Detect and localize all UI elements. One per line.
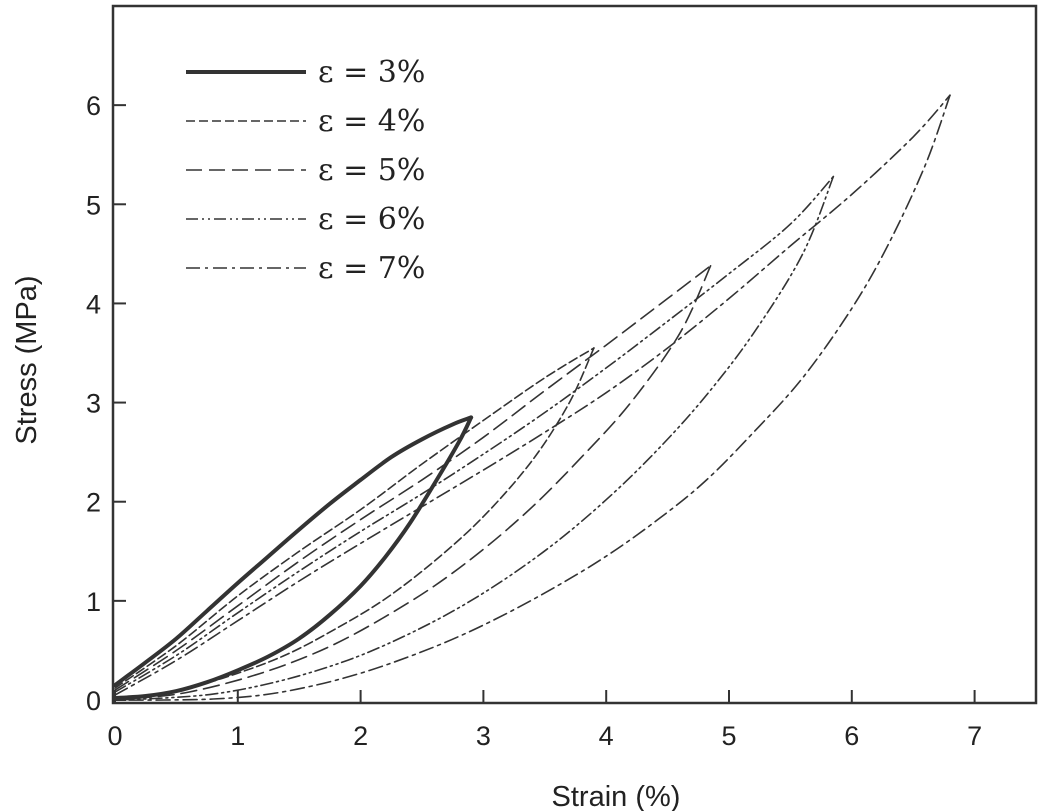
series-5-loading-line <box>115 95 950 695</box>
x-tick-label: 0 <box>107 721 122 751</box>
legend: ε = 3% ε = 4% ε = 5% ε = 6% ε = 7% <box>186 55 425 286</box>
series-3-unloading-line <box>115 266 711 699</box>
x-tick-label: 6 <box>844 721 859 751</box>
series-1 <box>115 417 471 698</box>
series-1-loading-line <box>115 417 471 685</box>
x-tick-label: 4 <box>599 721 614 751</box>
y-tick-label: 5 <box>86 190 101 220</box>
y-tick-label: 0 <box>86 686 101 716</box>
series-4-loading-line <box>115 177 833 693</box>
x-axis-title: Strain (%) <box>552 781 681 811</box>
series-1-unloading-line <box>115 417 471 698</box>
y-tick-label: 2 <box>86 488 101 518</box>
x-tick-label: 3 <box>476 721 491 751</box>
plot-frame <box>113 6 1036 703</box>
y-tick-label: 3 <box>86 389 101 419</box>
x-tick-label: 5 <box>721 721 736 751</box>
legend-label-5: ε = 7% <box>318 251 425 286</box>
y-tick-label: 4 <box>86 289 101 319</box>
y-tick-label: 1 <box>86 587 101 617</box>
curve-layer <box>115 95 950 700</box>
series-2-loading-line <box>115 348 594 688</box>
x-tick-label: 2 <box>353 721 368 751</box>
x-tick-label: 1 <box>230 721 245 751</box>
series-3-loading-line <box>115 266 711 690</box>
legend-label-3: ε = 5% <box>318 153 425 188</box>
legend-label-4: ε = 6% <box>318 202 425 237</box>
y-tick-label: 6 <box>86 91 101 121</box>
y-axis: 0 1 2 3 4 5 6 <box>86 91 126 716</box>
x-tick-label: 7 <box>967 721 982 751</box>
legend-label-2: ε = 4% <box>318 104 425 139</box>
x-axis: 0 1 2 3 4 5 6 7 <box>107 690 982 751</box>
series-3 <box>115 266 711 699</box>
y-axis-title: Stress (MPa) <box>11 275 43 444</box>
series-4-unloading-line <box>115 177 833 701</box>
legend-label-1: ε = 3% <box>318 55 425 90</box>
series-4 <box>115 177 833 701</box>
